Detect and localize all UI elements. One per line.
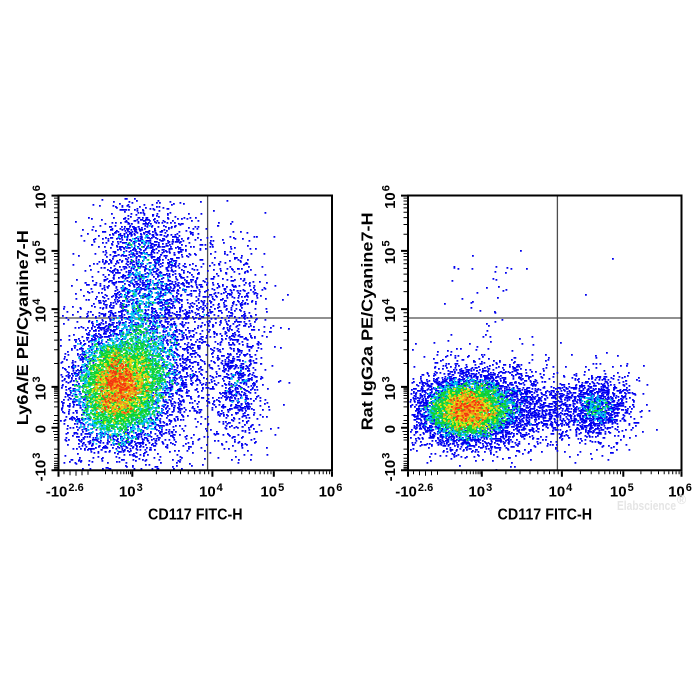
svg-text:CD117 FITC-H: CD117 FITC-H [148,507,243,524]
svg-text:CD117 FITC-H: CD117 FITC-H [498,507,593,524]
svg-text:Rat IgG2a PE/Cyanine7-H: Rat IgG2a PE/Cyanine7-H [359,212,376,430]
svg-text:0: 0 [382,425,399,433]
svg-text:0: 0 [33,425,50,433]
svg-text:-103: -103 [381,453,400,482]
svg-text:Ly6A/E PE/Cyanine7-H: Ly6A/E PE/Cyanine7-H [15,230,32,425]
svg-text:Elabscience: Elabscience [617,499,676,513]
svg-text:-103: -103 [31,453,50,482]
svg-text:®: ® [677,493,687,507]
